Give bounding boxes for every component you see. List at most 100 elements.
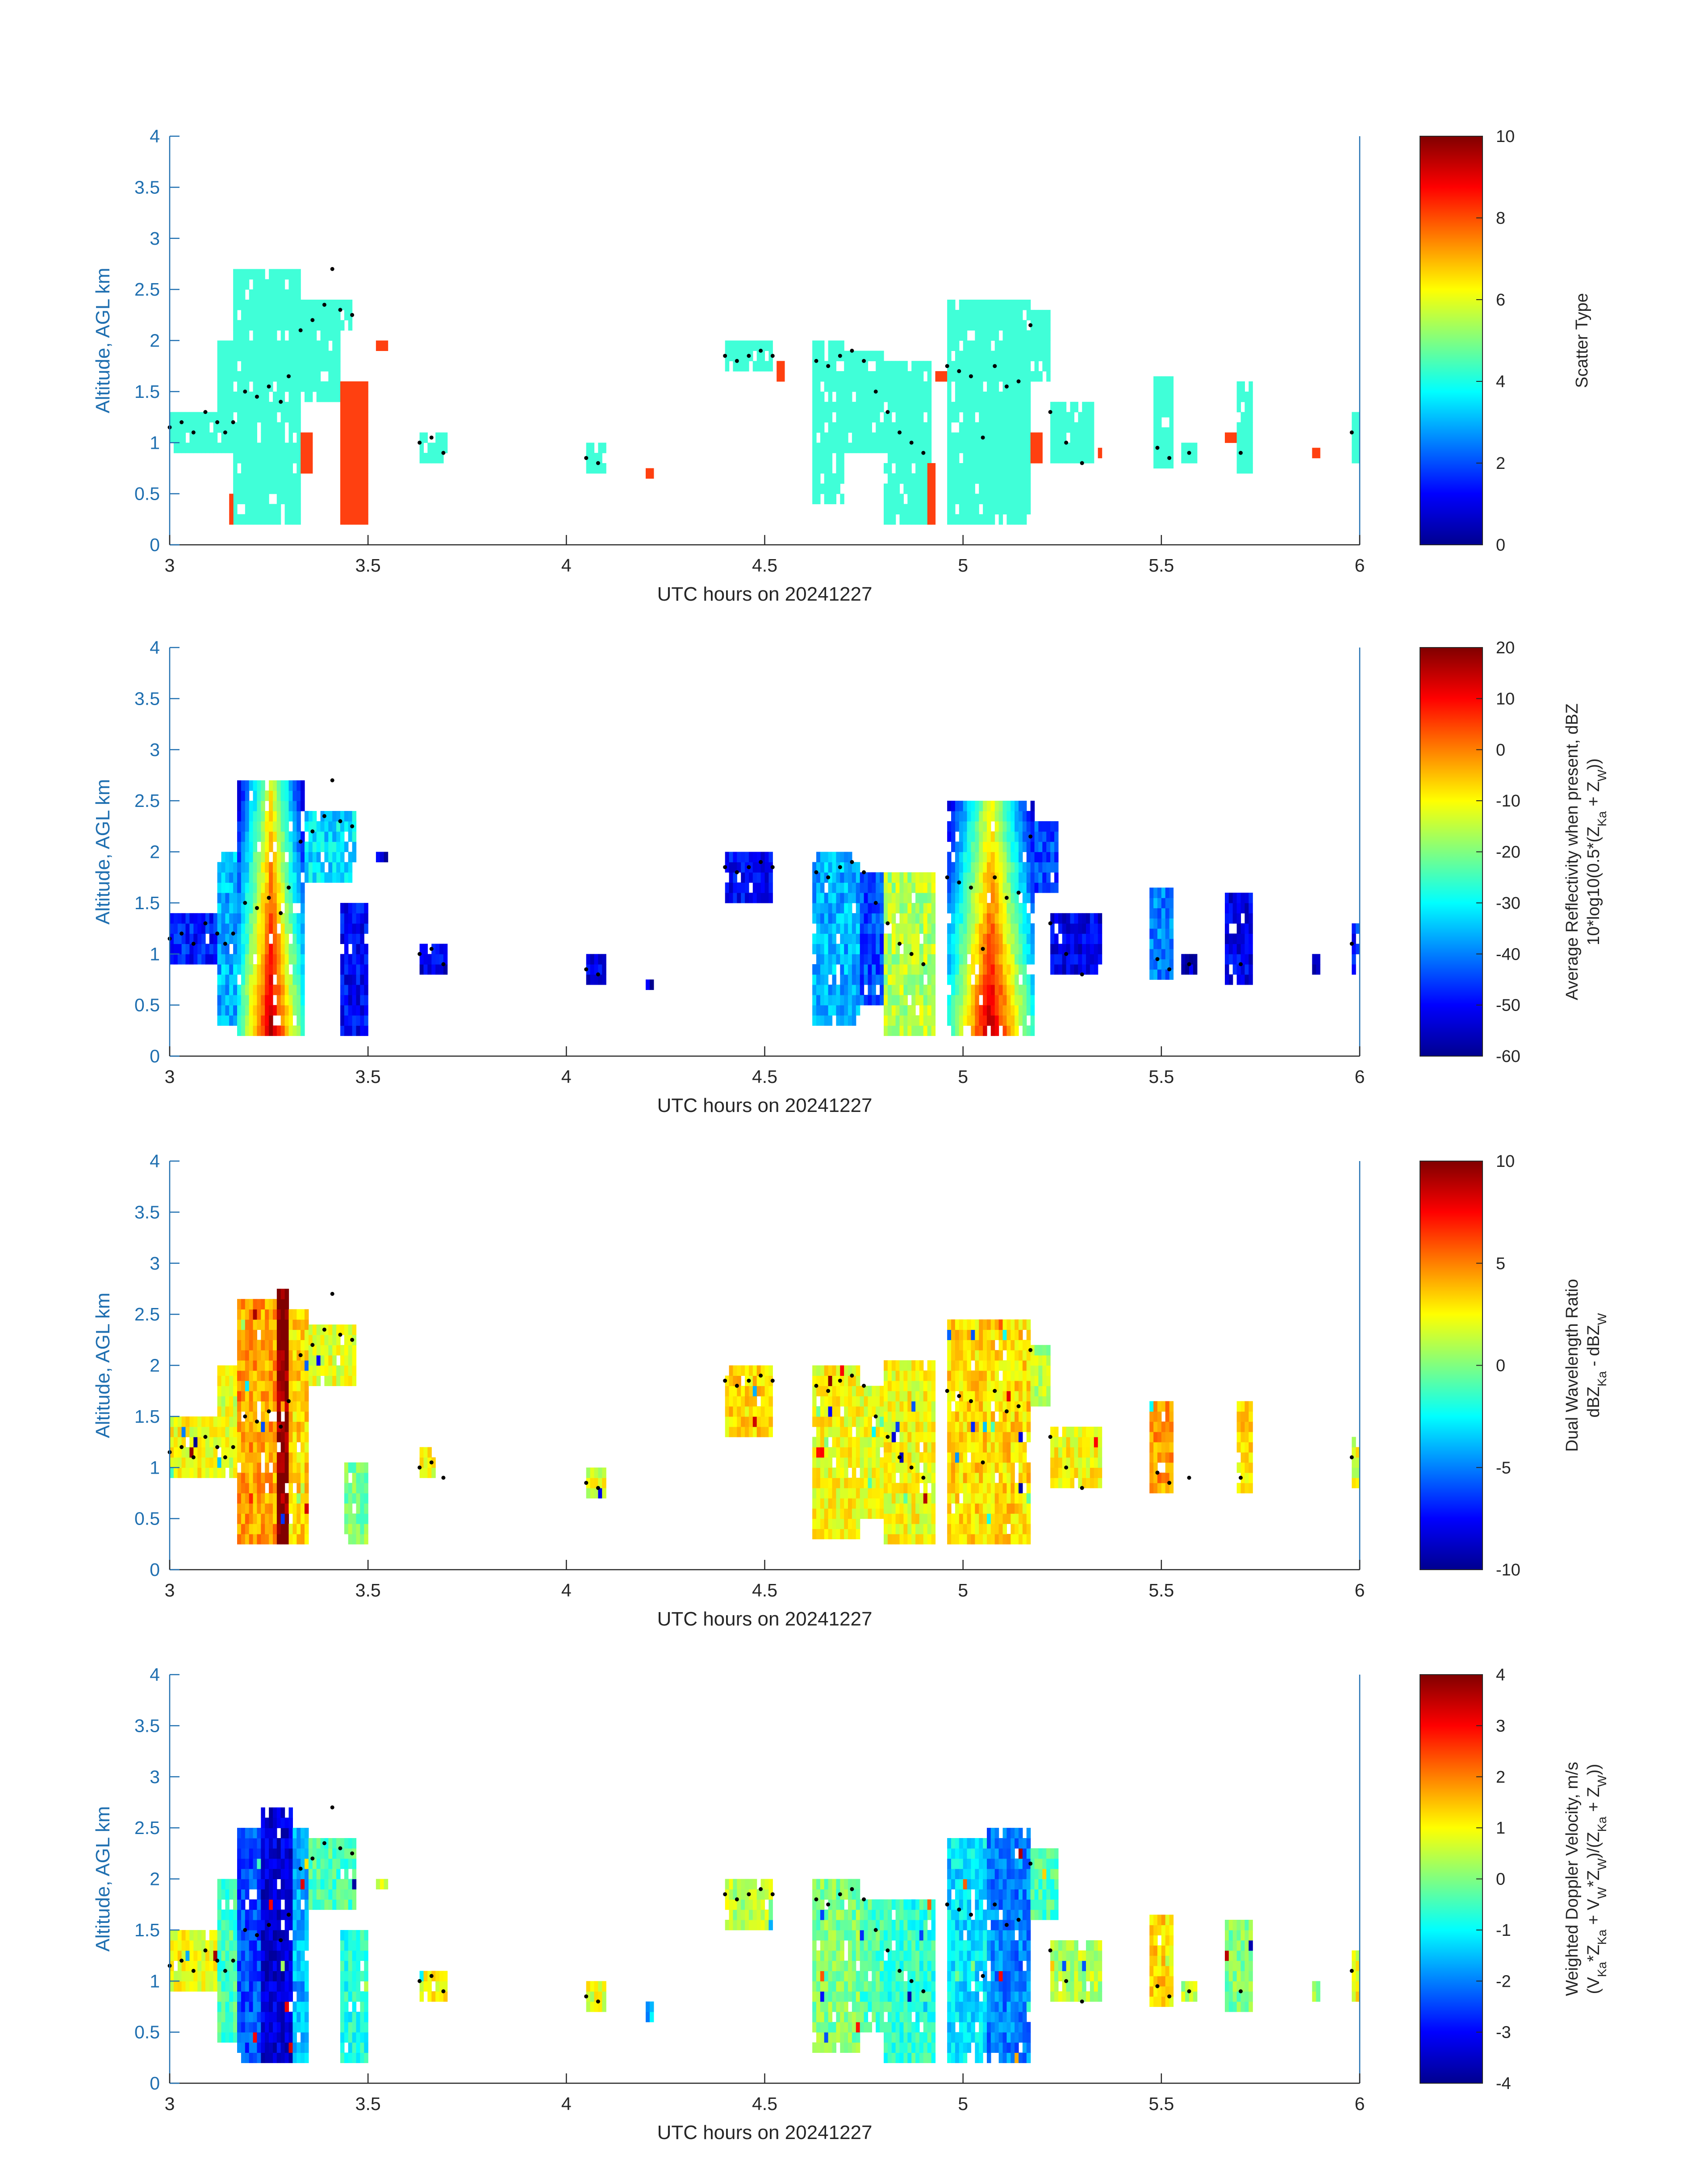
heatmap-cell — [586, 453, 591, 464]
heatmap-cell — [915, 903, 920, 914]
heatmap-cell — [221, 1457, 226, 1468]
heatmap-cell — [923, 882, 928, 893]
heatmap-cell — [880, 432, 884, 443]
heatmap-cell — [348, 1513, 353, 1524]
heatmap-cell — [201, 933, 206, 944]
heatmap-cell — [1015, 882, 1019, 893]
heatmap-cell — [1058, 432, 1063, 443]
heatmap-cell — [237, 401, 242, 413]
heatmap-cell — [1026, 371, 1031, 382]
heatmap-cell — [284, 1421, 289, 1432]
heatmap-cell — [221, 371, 226, 382]
heatmap-cell — [189, 944, 194, 954]
heatmap-cell — [336, 821, 341, 832]
heatmap-cell — [1070, 412, 1074, 423]
heatmap-cell — [1019, 371, 1023, 382]
heatmap-cell — [1054, 882, 1059, 893]
heatmap-cell — [1157, 427, 1162, 438]
heatmap-cell — [887, 893, 892, 903]
heatmap-cell — [1157, 386, 1162, 397]
heatmap-cell — [340, 1325, 345, 1335]
heatmap-cell — [1011, 974, 1015, 985]
heatmap-cell — [288, 391, 293, 402]
heatmap-cell — [895, 443, 900, 453]
heatmap-cell — [1015, 300, 1019, 310]
heatmap-cell — [265, 1319, 269, 1330]
heatmap-cell — [305, 1391, 309, 1402]
heatmap-cell — [245, 862, 250, 873]
heatmap-cell — [292, 1421, 297, 1432]
heatmap-cell — [249, 923, 254, 934]
heatmap-cell — [1062, 432, 1067, 443]
heatmap-cell — [1026, 463, 1031, 474]
heatmap-cell — [233, 1005, 238, 1016]
heatmap-cell — [1082, 412, 1086, 423]
heatmap-cell — [1249, 954, 1253, 965]
heatmap-cell — [296, 923, 301, 934]
heatmap-cell — [1022, 801, 1027, 811]
heatmap-cell — [1019, 964, 1023, 975]
heatmap-cell — [1022, 872, 1027, 883]
heatmap-cell — [820, 1457, 825, 1468]
heatmap-cell — [316, 361, 321, 372]
heatmap-cell — [1022, 473, 1027, 484]
heatmap-cell — [1002, 811, 1007, 822]
heatmap-cell — [352, 1493, 357, 1504]
heatmap-cell — [820, 862, 825, 873]
heatmap-cell — [990, 933, 995, 944]
heatmap-cell — [848, 391, 852, 402]
heatmap-cell — [967, 841, 971, 852]
heatmap-cell — [245, 923, 250, 934]
heatmap-region — [170, 1416, 218, 1478]
heatmap-cell — [1015, 954, 1019, 965]
heatmap-cell — [1019, 443, 1023, 453]
heatmap-cell — [895, 412, 900, 423]
heatmap-cell — [880, 933, 884, 944]
heatmap-cell — [284, 872, 289, 883]
x-tick-label: 6 — [1355, 555, 1365, 576]
heatmap-cell — [241, 1340, 246, 1350]
heatmap-cell — [812, 1508, 817, 1519]
heatmap-cell — [895, 984, 900, 995]
heatmap-cell — [987, 954, 991, 965]
heatmap-cell — [249, 300, 254, 310]
heatmap-cell — [225, 872, 230, 883]
heatmap-cell — [221, 852, 226, 862]
heatmap-cell — [1356, 443, 1360, 453]
heatmap-cell — [987, 371, 991, 382]
heatmap-cell — [280, 790, 285, 801]
heatmap-cell — [213, 944, 218, 954]
heatmap-cell — [1161, 898, 1166, 908]
heatmap-cell — [860, 913, 864, 924]
heatmap-cell — [828, 1416, 833, 1427]
heatmap-cell — [971, 1025, 975, 1036]
heatmap-cell — [864, 371, 869, 382]
heatmap-cell — [983, 473, 987, 484]
heatmap-cell — [1236, 422, 1241, 433]
heatmap-cell — [280, 944, 285, 954]
heatmap-cell — [1011, 903, 1015, 914]
heatmap-cell — [836, 984, 840, 995]
heatmap-cell — [288, 984, 293, 995]
heatmap-cell — [292, 1493, 297, 1504]
heatmap-cell — [257, 371, 261, 382]
heatmap-cell — [352, 954, 357, 965]
heatmap-cell — [305, 1472, 309, 1483]
marker-dot — [735, 870, 739, 874]
heatmap-cell — [237, 1380, 242, 1391]
heatmap-cell — [876, 443, 880, 453]
colorbar-tick-label: -50 — [1496, 996, 1520, 1015]
heatmap-cell — [292, 371, 297, 382]
heatmap-cell — [1193, 954, 1198, 965]
heatmap-cell — [1169, 918, 1174, 929]
heatmap-cell — [257, 453, 261, 464]
heatmap-cell — [860, 903, 864, 914]
heatmap-cell — [257, 811, 261, 822]
heatmap-cell — [253, 279, 257, 290]
heatmap-cell — [931, 944, 936, 954]
heatmap-cell — [899, 514, 904, 525]
heatmap-cell — [923, 893, 928, 903]
heatmap-cell — [237, 984, 242, 995]
heatmap-cell — [840, 882, 844, 893]
heatmap-cell — [1050, 862, 1055, 873]
